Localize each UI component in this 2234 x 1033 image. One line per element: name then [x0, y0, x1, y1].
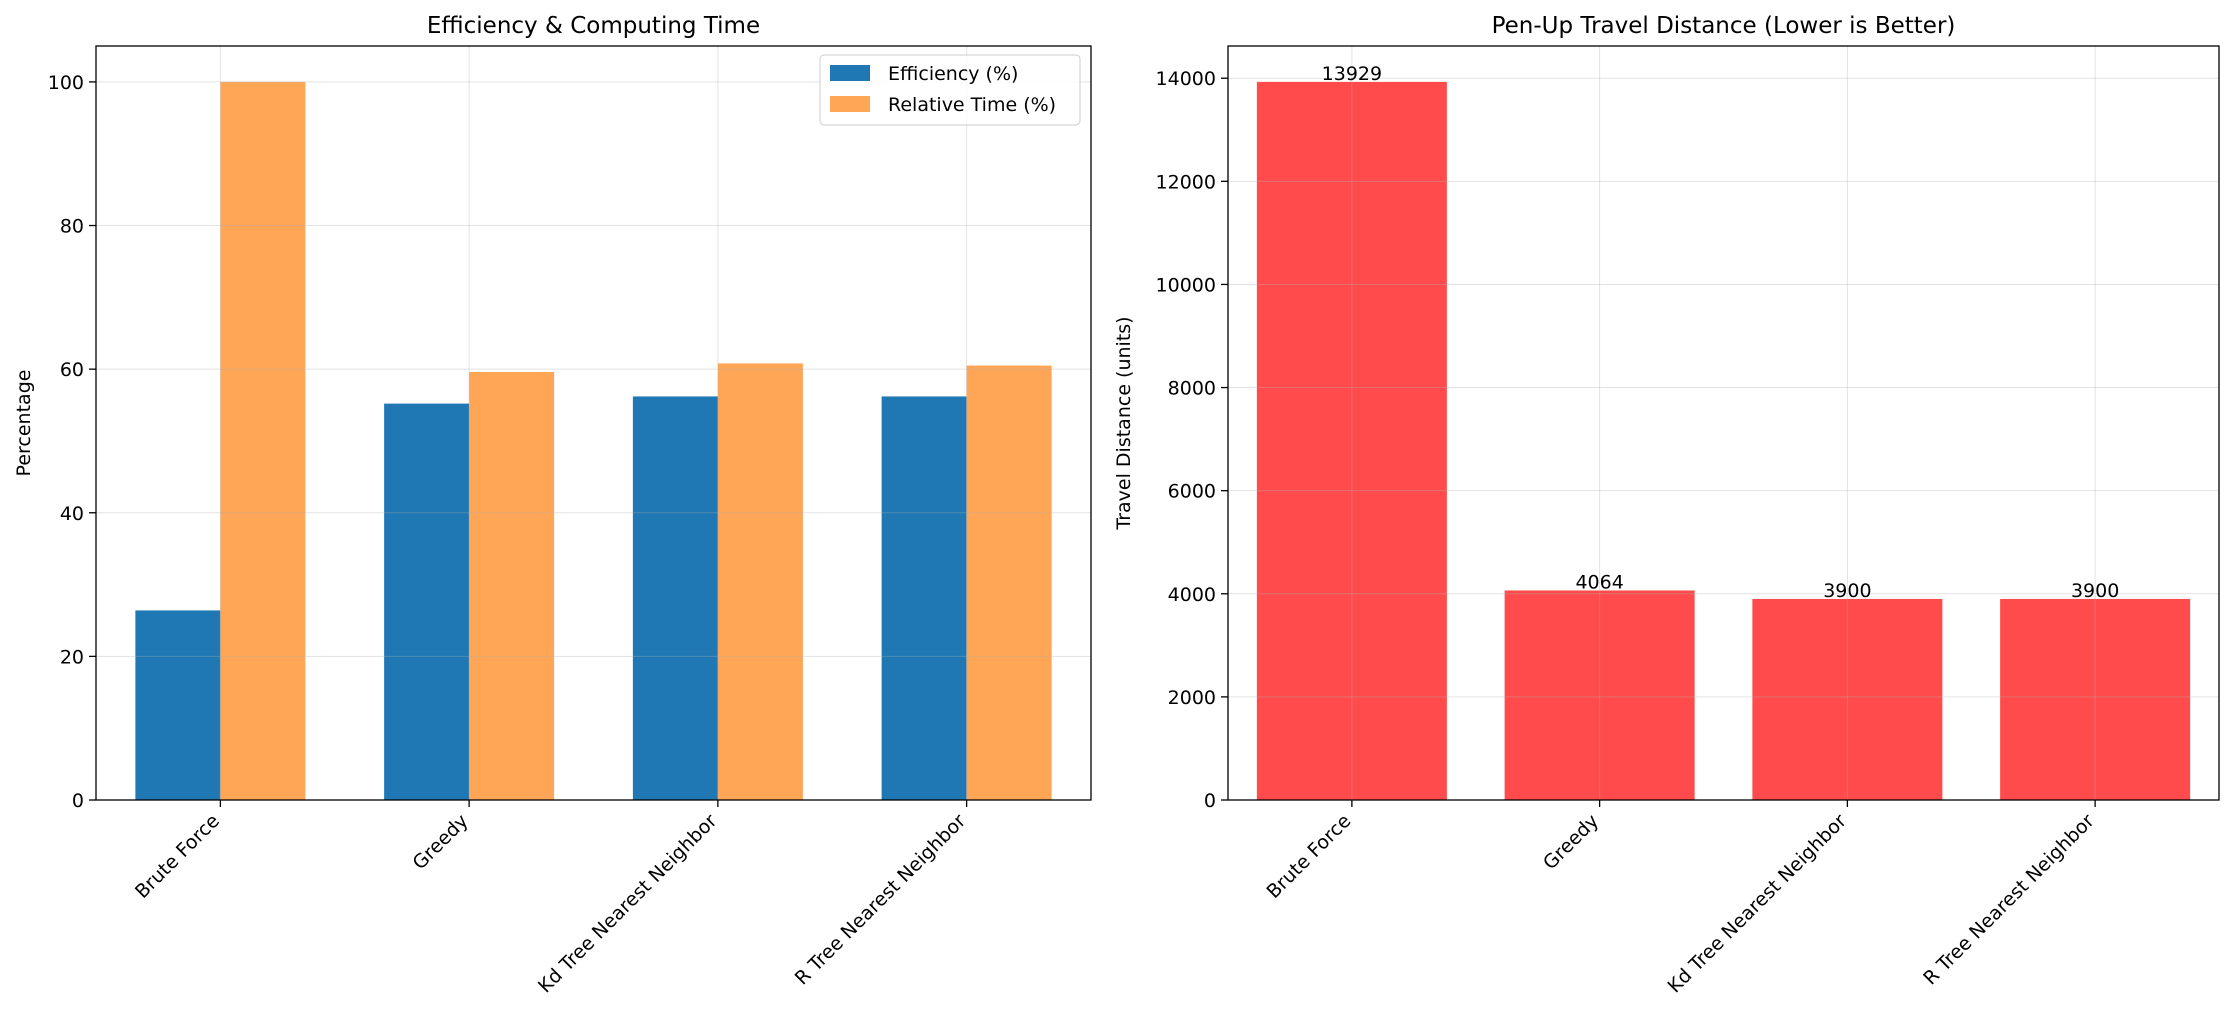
chart0-bar-efficiency-brute-force — [135, 610, 221, 800]
chart1-bar-greedy — [1504, 590, 1695, 800]
chart1-ytick-label: 0 — [1204, 790, 1216, 812]
chart0-title: Efficiency & Computing Time — [427, 13, 760, 39]
chart0-axes-frame — [95, 45, 1092, 801]
chart1-bar-brute-force — [1256, 81, 1447, 800]
chart1-ytick-label: 8000 — [1168, 378, 1216, 400]
chart0-bar-relative-time-r-tree-nearest-neighbor — [966, 365, 1052, 800]
chart1-data-label: 3900 — [1823, 580, 1871, 602]
travel-distance-chart: 13929 4064 3900 3900 0 2000 4000 6000 8000 10000 1… — [1113, 13, 2220, 997]
chart1-ylabel: Travel Distance (units) — [1113, 316, 1135, 530]
chart1-ytick-label: 4000 — [1168, 584, 1216, 606]
chart0-ytick-label: 80 — [60, 216, 84, 238]
chart0-legend-label-relative-time: Relative Time (%) — [888, 94, 1056, 116]
chart0-legend: Efficiency (%) Relative Time (%) — [819, 54, 1081, 126]
chart1-axes-frame — [1227, 45, 2220, 801]
chart0-ytick-label: 0 — [72, 790, 84, 812]
chart0-bar-relative-time-brute-force — [220, 81, 306, 800]
chart1-data-label: 4064 — [1575, 571, 1623, 593]
chart0-ytick-label: 100 — [48, 72, 84, 94]
chart0-ylabel: Percentage — [13, 370, 35, 477]
chart0-ytick-label: 60 — [60, 359, 84, 381]
chart0-bar-efficiency-kd-tree-nearest-neighbor — [632, 396, 718, 800]
chart0-legend-label-efficiency: Efficiency (%) — [888, 63, 1018, 85]
chart1-title: Pen-Up Travel Distance (Lower is Better) — [1492, 13, 1956, 39]
chart0-legend-box — [819, 54, 1081, 126]
chart1-bar-r-tree-nearest-neighbor — [2000, 598, 2191, 800]
chart1-ytick-label: 14000 — [1156, 68, 1216, 90]
chart0-bar-efficiency-greedy — [384, 403, 470, 800]
chart0-bar-efficiency-r-tree-nearest-neighbor — [881, 396, 967, 800]
chart1-data-label: 13929 — [1322, 63, 1382, 85]
chart1-bar-kd-tree-nearest-neighbor — [1752, 598, 1943, 800]
chart1-ytick-label: 12000 — [1156, 171, 1216, 193]
chart1-ytick-label: 6000 — [1168, 481, 1216, 503]
chart0-legend-swatch-relative-time — [830, 96, 870, 112]
chart1-ytick-label: 2000 — [1168, 687, 1216, 709]
chart0-ytick-label: 20 — [60, 646, 84, 668]
chart0-legend-swatch-efficiency — [830, 65, 870, 81]
chart1-data-label: 3900 — [2071, 580, 2119, 602]
chart0-bar-relative-time-kd-tree-nearest-neighbor — [717, 363, 803, 800]
chart0-ytick-label: 40 — [60, 503, 84, 525]
chart0-bar-relative-time-greedy — [469, 372, 555, 800]
chart1-ytick-label: 10000 — [1156, 274, 1216, 296]
